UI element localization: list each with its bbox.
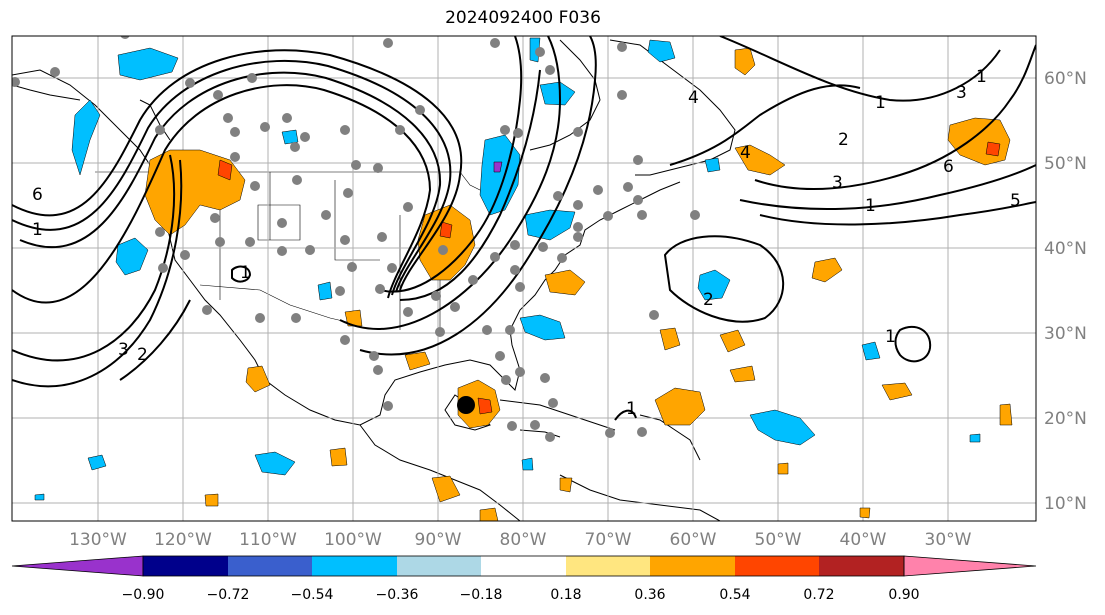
- contour-label: 2: [838, 130, 849, 150]
- contour-label-layer: 6 1 3 2 1 1 4 2 3 6 5 1 2 3 4 1 1 1: [32, 67, 1021, 419]
- colorbar-outline: [142, 555, 905, 577]
- longitude-labels: 130°W 120°W 110°W 100°W 90°W 80°W 70°W 6…: [69, 530, 972, 550]
- colorbar-label: 0.36: [634, 587, 665, 603]
- contour-label: 1: [865, 196, 876, 216]
- contour-label: 1: [626, 399, 637, 419]
- latitude-labels: 60°N 50°N 40°N 30°N 20°N 10°N: [1044, 69, 1087, 514]
- lat-tick: 50°N: [1044, 154, 1087, 174]
- colorbar-label: 0.18: [550, 587, 581, 603]
- contour-lines: [12, 36, 1036, 421]
- lon-tick: 100°W: [324, 530, 382, 550]
- lon-tick: 60°W: [670, 530, 717, 550]
- colorbar-label: −0.36: [376, 587, 419, 603]
- lat-tick: 40°N: [1044, 239, 1087, 259]
- lat-tick: 20°N: [1044, 409, 1087, 429]
- contour-label: 3: [956, 83, 967, 103]
- contour-label: 1: [976, 67, 987, 87]
- colorbar-label: −0.18: [460, 587, 503, 603]
- contour-label: 4: [740, 143, 751, 163]
- contour-label: 3: [832, 173, 843, 193]
- colorbar: −0.90 −0.72 −0.54 −0.36 −0.18 0.18 0.36 …: [11, 555, 1037, 603]
- colorbar-label: −0.54: [291, 587, 334, 603]
- contour-label: 1: [32, 220, 43, 240]
- colorbar-segment: [228, 556, 312, 576]
- colorbar-segment: [735, 556, 819, 576]
- lat-tick: 10°N: [1044, 494, 1087, 514]
- lon-tick: 130°W: [69, 530, 127, 550]
- station-points: [12, 36, 700, 442]
- colorbar-segment: [143, 556, 228, 576]
- colorbar-segment: [819, 556, 904, 576]
- colorbar-label: −0.72: [207, 587, 250, 603]
- colorbar-segment: [312, 556, 397, 576]
- colorbar-label: −0.90: [122, 587, 165, 603]
- contour-label: 2: [703, 290, 714, 310]
- colorbar-segment: [566, 556, 650, 576]
- lon-tick: 110°W: [239, 530, 297, 550]
- lon-tick: 30°W: [925, 530, 972, 550]
- lon-tick: 80°W: [500, 530, 547, 550]
- storm-center-marker: [457, 396, 475, 414]
- colorbar-label: 0.54: [719, 587, 750, 603]
- lat-tick: 30°N: [1044, 324, 1087, 344]
- coastline-layer: [12, 39, 736, 521]
- colorbar-extend-high: [903, 555, 1037, 577]
- contour-label: 4: [688, 88, 699, 108]
- contour-label: 3: [118, 340, 129, 360]
- contour-label: 6: [943, 157, 954, 177]
- colorbar-label: 0.90: [888, 587, 919, 603]
- contour-label: 2: [137, 345, 148, 365]
- map-frame: [11, 35, 1037, 522]
- colorbar-segment: [481, 556, 566, 576]
- colorbar-extend-low: [11, 555, 144, 577]
- lon-tick: 40°W: [840, 530, 887, 550]
- positive-anomaly-shading: [144, 47, 1013, 521]
- colorbar-label: 0.72: [803, 587, 834, 603]
- colorbar-segment: [397, 556, 481, 576]
- colorbar-segment: [650, 556, 735, 576]
- contour-label: 6: [32, 185, 43, 205]
- lon-tick: 90°W: [415, 530, 462, 550]
- contour-label: 1: [240, 263, 251, 283]
- map-title: 2024092400 F036: [445, 8, 601, 28]
- lon-tick: 120°W: [154, 530, 212, 550]
- lon-tick: 50°W: [755, 530, 802, 550]
- contour-label: 1: [885, 327, 896, 347]
- contour-label: 5: [1010, 191, 1021, 211]
- lat-tick: 60°N: [1044, 69, 1087, 89]
- contour-label: 1: [875, 93, 886, 113]
- lon-tick: 70°W: [585, 530, 632, 550]
